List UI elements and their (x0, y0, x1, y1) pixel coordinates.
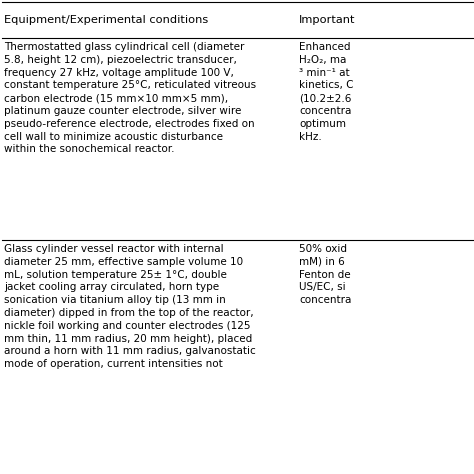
Text: Equipment/Experimental conditions: Equipment/Experimental conditions (4, 15, 208, 25)
Text: Important: Important (299, 15, 356, 25)
Text: Enhanced
H₂O₂, ma
³ min⁻¹ at
kinetics, C
(10.2±2.6
concentra
optimum
kHz.: Enhanced H₂O₂, ma ³ min⁻¹ at kinetics, C… (299, 42, 354, 142)
Text: Glass cylinder vessel reactor with internal
diameter 25 mm, effective sample vol: Glass cylinder vessel reactor with inter… (4, 244, 256, 369)
Text: 50% oxid
mM) in 6
Fenton de
US/EC, si
concentra: 50% oxid mM) in 6 Fenton de US/EC, si co… (299, 244, 351, 305)
Text: Thermostatted glass cylindrical cell (diameter
5.8, height 12 cm), piezoelectric: Thermostatted glass cylindrical cell (di… (4, 42, 256, 155)
